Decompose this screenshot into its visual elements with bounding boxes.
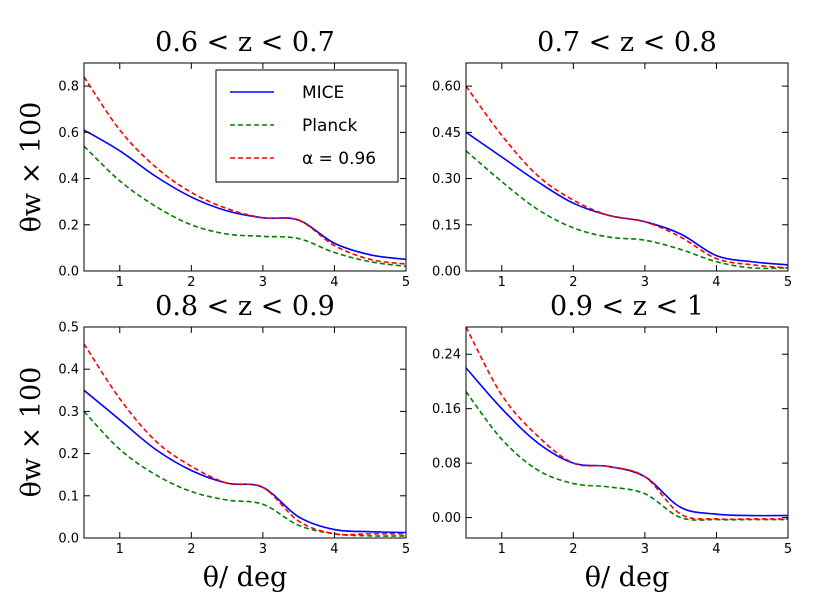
x-tick-label: 5 — [784, 275, 792, 290]
x-tick-label: 2 — [569, 542, 577, 557]
y-tick-label: 0.15 — [432, 218, 461, 233]
panel-4: 1 2 3 4 5 0.00 0.08 0.16 0.24 0.9 < z < 1 θ/ deg — [432, 291, 792, 593]
y-tick-label: 0.6 — [58, 126, 79, 141]
y-tick-label: 0.24 — [432, 348, 461, 363]
x-tick-label: 2 — [569, 275, 577, 290]
series-group — [84, 76, 406, 268]
series-line-mice — [84, 389, 406, 534]
x-tick-label: 4 — [330, 275, 338, 290]
x-tick-label: 4 — [712, 542, 720, 557]
x-tick-label: 5 — [784, 542, 792, 557]
y-tick-label: 0.08 — [432, 457, 461, 472]
series-line--0-96 — [84, 343, 406, 536]
plot-frame — [465, 326, 789, 539]
series-line-planck — [466, 150, 788, 270]
y-tick-label: 0.3 — [58, 405, 79, 420]
x-tick-label: 1 — [498, 542, 506, 557]
legend-label: Planck — [302, 116, 358, 136]
y-axis-label: θw × 100 — [16, 102, 47, 233]
series-group — [84, 343, 406, 537]
series-line-mice — [466, 131, 788, 266]
x-tick-label: 4 — [330, 542, 338, 557]
x-axis-label: θ/ deg — [585, 562, 669, 593]
series-line--0-96 — [466, 327, 788, 521]
x-axis-label: θ/ deg — [203, 562, 287, 593]
plot-frame — [465, 62, 789, 272]
y-tick-label: 0.4 — [58, 363, 79, 378]
plot-frame — [83, 62, 407, 272]
x-tick-label: 2 — [187, 275, 195, 290]
y-axis-label: θw × 100 — [16, 367, 47, 498]
panel-title: 0.8 < z < 0.9 — [155, 291, 335, 322]
plot-frame — [83, 326, 407, 539]
x-tick-label: 1 — [498, 275, 506, 290]
series-line-mice — [84, 129, 406, 261]
legend-label: α = 0.96 — [302, 149, 376, 169]
x-tick-label: 4 — [712, 275, 720, 290]
panel-1: 1 2 3 4 5 0.0 0.2 0.4 0.6 0.8 0.6 < z < 0.7 θw × 10… — [16, 27, 410, 290]
y-tick-label: 0.45 — [432, 126, 461, 141]
series-group — [466, 85, 788, 270]
x-tick-label: 1 — [116, 542, 124, 557]
y-tick-label: 0.00 — [432, 511, 461, 526]
x-tick-label: 5 — [402, 542, 410, 557]
y-tick-label: 0.1 — [58, 489, 79, 504]
panel-3: 1 2 3 4 5 0.0 0.1 0.2 0.3 0.4 0.5 0.8 < z < 0.9 θw ×… — [16, 291, 410, 593]
panel-title: 0.6 < z < 0.7 — [155, 27, 335, 58]
x-tick-label: 5 — [402, 275, 410, 290]
y-tick-label: 0.5 — [58, 321, 79, 336]
series-line--0-96 — [466, 85, 788, 269]
legend-label: MICE — [302, 83, 344, 103]
y-tick-label: 0.8 — [58, 80, 79, 95]
y-tick-label: 0.00 — [432, 265, 461, 280]
y-tick-label: 0.4 — [58, 172, 79, 187]
series-line-planck — [84, 145, 406, 268]
x-tick-label: 3 — [259, 542, 267, 557]
y-tick-label: 0.30 — [432, 172, 461, 187]
x-tick-label: 3 — [259, 275, 267, 290]
y-tick-label: 0.2 — [58, 218, 79, 233]
panel-title: 0.7 < z < 0.8 — [537, 27, 717, 58]
legend: MICE Planck α = 0.96 — [215, 69, 399, 183]
y-tick-label: 0.0 — [58, 532, 79, 547]
y-tick-label: 0.16 — [432, 402, 461, 417]
y-tick-label: 0.60 — [432, 80, 461, 95]
y-tick-label: 0.0 — [58, 265, 79, 280]
legend-box — [215, 69, 399, 183]
y-tick-label: 0.2 — [58, 447, 79, 462]
x-tick-label: 2 — [187, 542, 195, 557]
series-line-mice — [466, 367, 788, 517]
x-tick-label: 3 — [641, 275, 649, 290]
x-tick-label: 1 — [116, 275, 124, 290]
x-tick-label: 3 — [641, 542, 649, 557]
series-group — [466, 327, 788, 521]
panel-2: 1 2 3 4 5 0.00 0.15 0.30 0.45 0.60 0.7 < z < 0.8 — [432, 27, 792, 290]
panel-title: 0.9 < z < 1 — [550, 291, 704, 322]
